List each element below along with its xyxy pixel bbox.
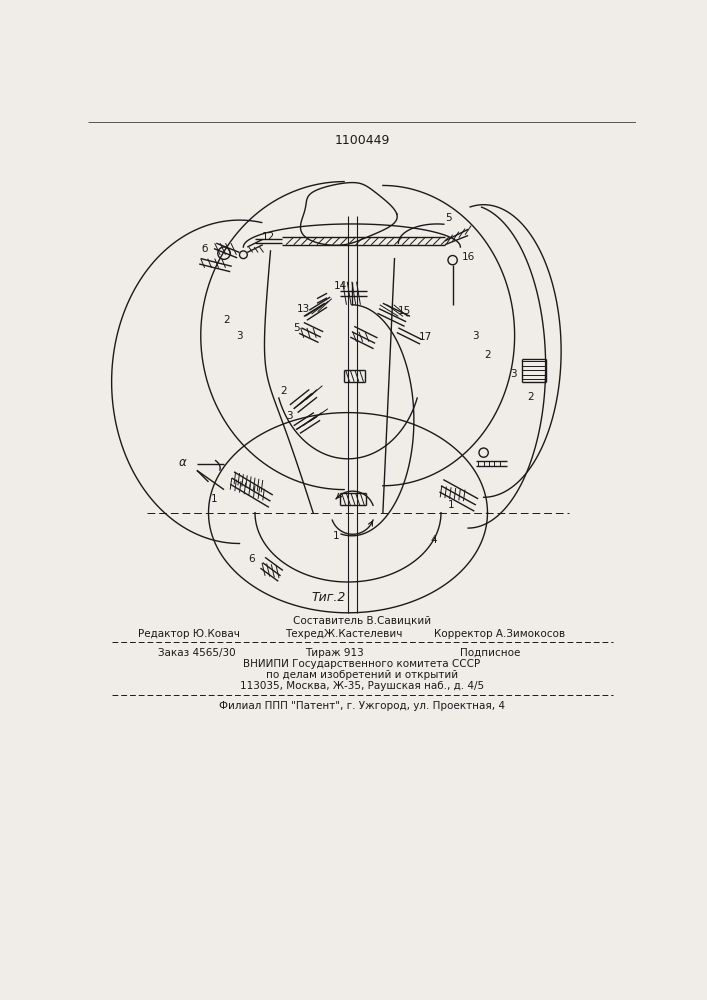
Text: 3: 3 [236,331,243,341]
Text: 4: 4 [430,535,436,545]
Text: 3: 3 [286,411,293,421]
Text: 17: 17 [419,332,432,342]
Text: Тираж 913: Тираж 913 [305,648,364,658]
Text: ТехредЖ.Кастелевич: ТехредЖ.Кастелевич [286,629,403,639]
Text: 2: 2 [223,315,230,325]
Text: 5: 5 [293,323,299,333]
Text: 1: 1 [211,494,217,504]
Text: 16: 16 [462,252,474,262]
Text: Редактор Ю.Ковач: Редактор Ю.Ковач [138,629,240,639]
Text: 113035, Москва, Ж-35, Раушская наб., д. 4/5: 113035, Москва, Ж-35, Раушская наб., д. … [240,681,484,691]
Text: 3: 3 [510,369,516,379]
Text: 2: 2 [281,386,287,396]
Text: 6: 6 [248,554,255,564]
Text: 2: 2 [484,350,491,360]
Text: Τиг.2: Τиг.2 [312,591,346,604]
Text: 15: 15 [398,306,411,316]
Text: 13: 13 [297,304,310,314]
Text: α: α [179,456,187,469]
Text: 1100449: 1100449 [334,134,390,147]
Text: б: б [201,244,208,254]
Text: 3: 3 [472,331,479,341]
Text: 1: 1 [448,500,455,510]
Text: Корректор А.Зимокосов: Корректор А.Зимокосов [433,629,565,639]
Text: 1: 1 [333,531,339,541]
Text: ВНИИПИ Государственного комитета СССР: ВНИИПИ Государственного комитета СССР [243,659,481,669]
Text: Заказ 4565/30: Заказ 4565/30 [158,648,235,658]
Text: 14: 14 [334,281,347,291]
Text: Подписное: Подписное [460,648,521,658]
Text: 5: 5 [445,213,452,223]
Text: по делам изобретений и открытий: по делам изобретений и открытий [266,670,458,680]
Text: 2: 2 [527,392,534,402]
Text: 12: 12 [262,232,275,242]
Text: Филиал ППП "Патент", г. Ужгород, ул. Проектная, 4: Филиал ППП "Патент", г. Ужгород, ул. Про… [219,701,505,711]
Text: Составитель В.Савицкий: Составитель В.Савицкий [293,615,431,626]
